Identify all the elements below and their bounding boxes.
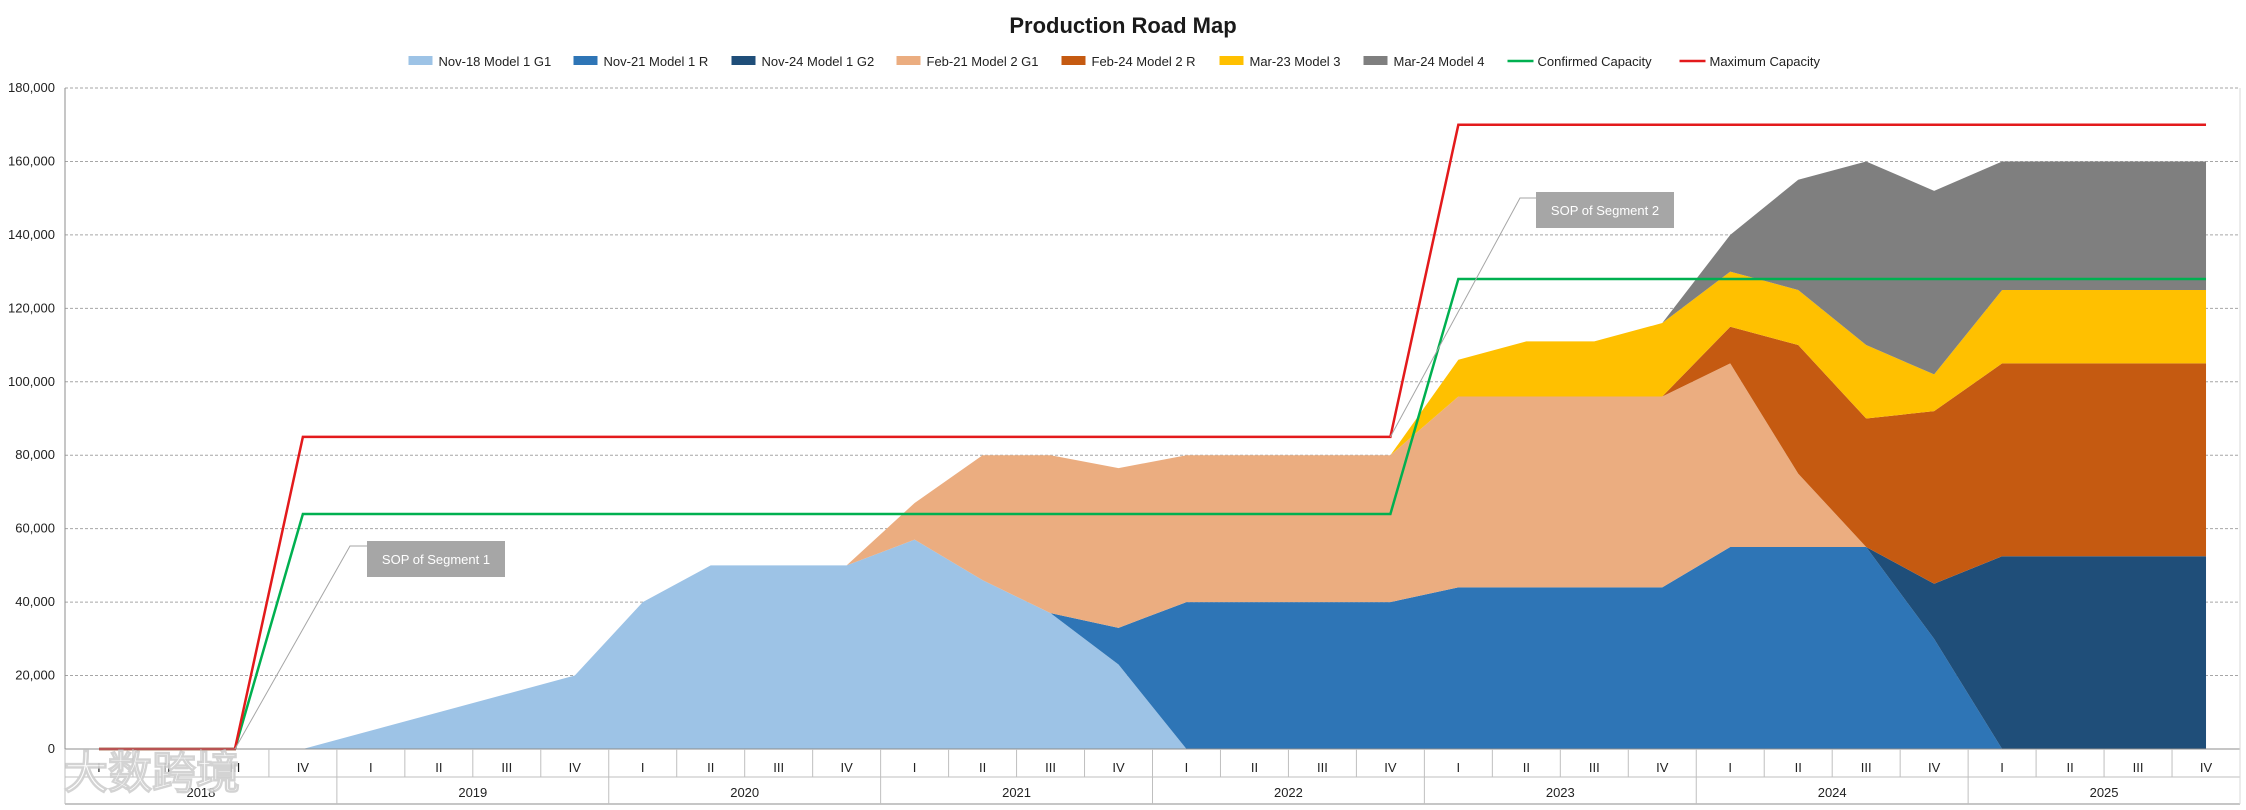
x-tick-label: I xyxy=(1728,760,1732,775)
x-tick-label: III xyxy=(1589,760,1600,775)
x-tick-label: II xyxy=(1795,760,1802,775)
x-tick-label: I xyxy=(1457,760,1461,775)
legend-label-nov-24-model-1-g2: Nov-24 Model 1 G2 xyxy=(762,54,875,69)
x-tick-label: IV xyxy=(840,760,853,775)
x-tick-label: III xyxy=(1861,760,1872,775)
legend-label-feb-24-model-2-r: Feb-24 Model 2 R xyxy=(1092,54,1196,69)
watermark: 大数跨境 xyxy=(14,749,241,799)
y-tick-label: 180,000 xyxy=(8,80,55,95)
x-tick-label: III xyxy=(773,760,784,775)
line-maximum-capacity xyxy=(98,123,2207,751)
legend-swatch-feb-24-model-2-r xyxy=(1061,56,1086,65)
x-tick-label: III xyxy=(2133,760,2144,775)
y-tick-label: 160,000 xyxy=(8,153,55,168)
x-tick-label: IV xyxy=(569,760,582,775)
year-label: 2018 xyxy=(186,785,215,800)
legend-swatch-nov-18-model-1-g1 xyxy=(408,56,433,65)
x-tick-label: IV xyxy=(1112,760,1125,775)
callouts: SOP of Segment 1 SOP of Segment 2 xyxy=(234,192,1674,750)
y-tick-label: 100,000 xyxy=(8,374,55,389)
area-nov-21-model-1-r xyxy=(98,539,2207,749)
x-tick-label: IV xyxy=(2200,760,2213,775)
x-tick-label: I xyxy=(1185,760,1189,775)
legend-label-mar-23-model-3: Mar-23 Model 3 xyxy=(1250,54,1341,69)
x-tick-label: IV xyxy=(1656,760,1669,775)
callout-label: SOP of Segment 1 xyxy=(382,552,490,567)
callout-leader-line xyxy=(234,545,367,750)
legend-swatch-mar-24-model-4 xyxy=(1363,56,1388,65)
x-tick-label: I xyxy=(2000,760,2004,775)
year-label: 2023 xyxy=(1546,785,1575,800)
x-tick-label: III xyxy=(1045,760,1056,775)
area-feb-24-model-2-r xyxy=(98,326,2207,749)
legend-swatch-mar-23-model-3 xyxy=(1219,56,1244,65)
watermark-logo-dot-icon xyxy=(35,761,57,783)
y-tick-label: 120,000 xyxy=(8,300,55,315)
x-tick-label: I xyxy=(97,760,101,775)
x-tick-label: II xyxy=(2066,760,2073,775)
x-tick-label: IV xyxy=(1384,760,1397,775)
legend-label-nov-21-model-1-r: Nov-21 Model 1 R xyxy=(604,54,709,69)
x-tick-label: II xyxy=(979,760,986,775)
x-tick-label: IV xyxy=(1928,760,1941,775)
area-feb-21-model-2-g1 xyxy=(98,363,2207,749)
callout-leader-line xyxy=(1389,197,1536,438)
legend: Nov-18 Model 1 G1 Nov-21 Model 1 R Nov-24 … xyxy=(408,54,1821,69)
area-mar-24-model-4 xyxy=(98,161,2207,749)
callout-label: SOP of Segment 2 xyxy=(1551,203,1659,218)
legend-swatch-feb-21-model-2-g1 xyxy=(896,56,921,65)
y-tick-label: 20,000 xyxy=(15,668,55,683)
x-tick-label: II xyxy=(435,760,442,775)
x-tick-label: III xyxy=(1317,760,1328,775)
area-nov-24-model-1-g2 xyxy=(98,539,2207,749)
x-tick-label: I xyxy=(913,760,917,775)
line-confirmed-capacity xyxy=(98,277,2207,751)
area-mar-23-model-3 xyxy=(98,271,2207,749)
x-tick-label: II xyxy=(163,760,170,775)
y-tick-label: 40,000 xyxy=(15,594,55,609)
callout-box xyxy=(1536,192,1674,228)
y-tick-label: 140,000 xyxy=(8,227,55,242)
legend-label-mar-24-model-4: Mar-24 Model 4 xyxy=(1394,54,1485,69)
watermark-logo-icon xyxy=(14,758,42,786)
year-label: 2025 xyxy=(2090,785,2119,800)
y-tick-label: 0 xyxy=(48,741,55,756)
x-tick-label: III xyxy=(501,760,512,775)
legend-label-maximum-capacity: Maximum Capacity xyxy=(1710,54,1821,69)
callout-box xyxy=(367,541,505,577)
x-tick-label: I xyxy=(641,760,645,775)
legend-label-confirmed-capacity: Confirmed Capacity xyxy=(1538,54,1653,69)
x-tick-label: III xyxy=(230,760,241,775)
legend-swatch-nov-21-model-1-r xyxy=(573,56,598,65)
legend-label-feb-21-model-2-g1: Feb-21 Model 2 G1 xyxy=(927,54,1039,69)
axes: 0 20,000 40,000 60,000 80,000 100,000 120,000 1… xyxy=(8,80,2241,805)
year-label: 2019 xyxy=(458,785,487,800)
chart-title: Production Road Map xyxy=(1009,13,1236,38)
year-label: 2024 xyxy=(1818,785,1847,800)
x-tick-label: IV xyxy=(297,760,310,775)
x-tick-label: II xyxy=(707,760,714,775)
capacity-lines xyxy=(98,123,2207,751)
y-tick-label: 80,000 xyxy=(15,447,55,462)
x-tick-label: II xyxy=(1251,760,1258,775)
area-series xyxy=(98,161,2207,749)
year-label: 2020 xyxy=(730,785,759,800)
watermark-text: 大数跨境 xyxy=(64,749,240,798)
legend-swatch-nov-24-model-1-g2 xyxy=(731,56,756,65)
year-label: 2021 xyxy=(1002,785,1031,800)
x-tick-label: I xyxy=(369,760,373,775)
area-nov-18-model-1-g1 xyxy=(98,539,2207,749)
legend-label-nov-18-model-1-g1: Nov-18 Model 1 G1 xyxy=(439,54,552,69)
year-label: 2022 xyxy=(1274,785,1303,800)
y-tick-label: 60,000 xyxy=(15,521,55,536)
x-tick-label: II xyxy=(1523,760,1530,775)
